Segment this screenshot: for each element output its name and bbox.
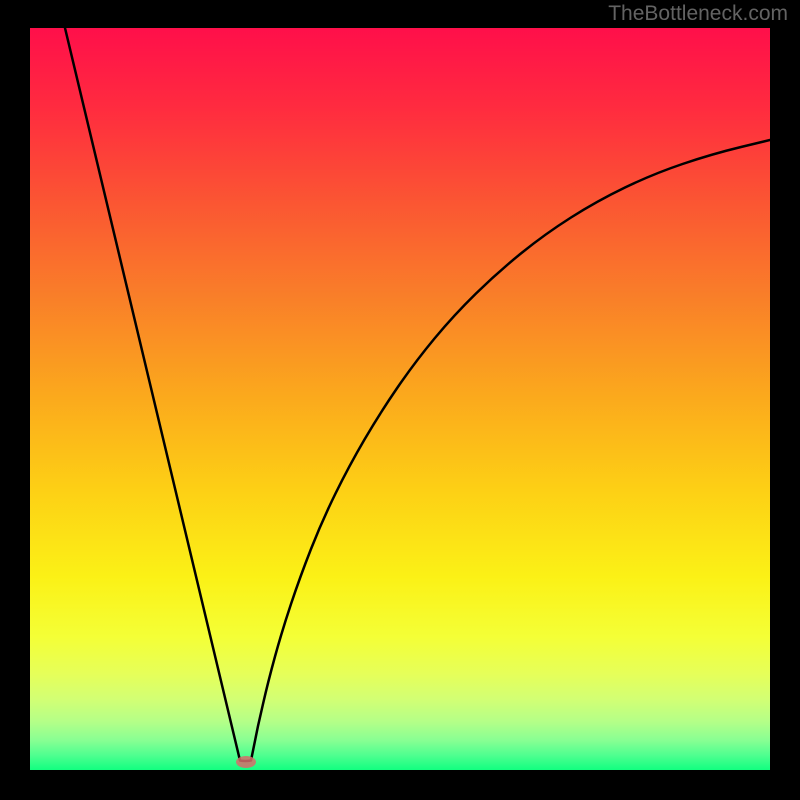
watermark-text: TheBottleneck.com [608,2,788,26]
chart-container: TheBottleneck.com [0,0,800,800]
plot-area [30,28,770,770]
bottleneck-curve [65,28,770,761]
curve-layer [30,28,770,770]
vertex-marker [236,756,256,768]
